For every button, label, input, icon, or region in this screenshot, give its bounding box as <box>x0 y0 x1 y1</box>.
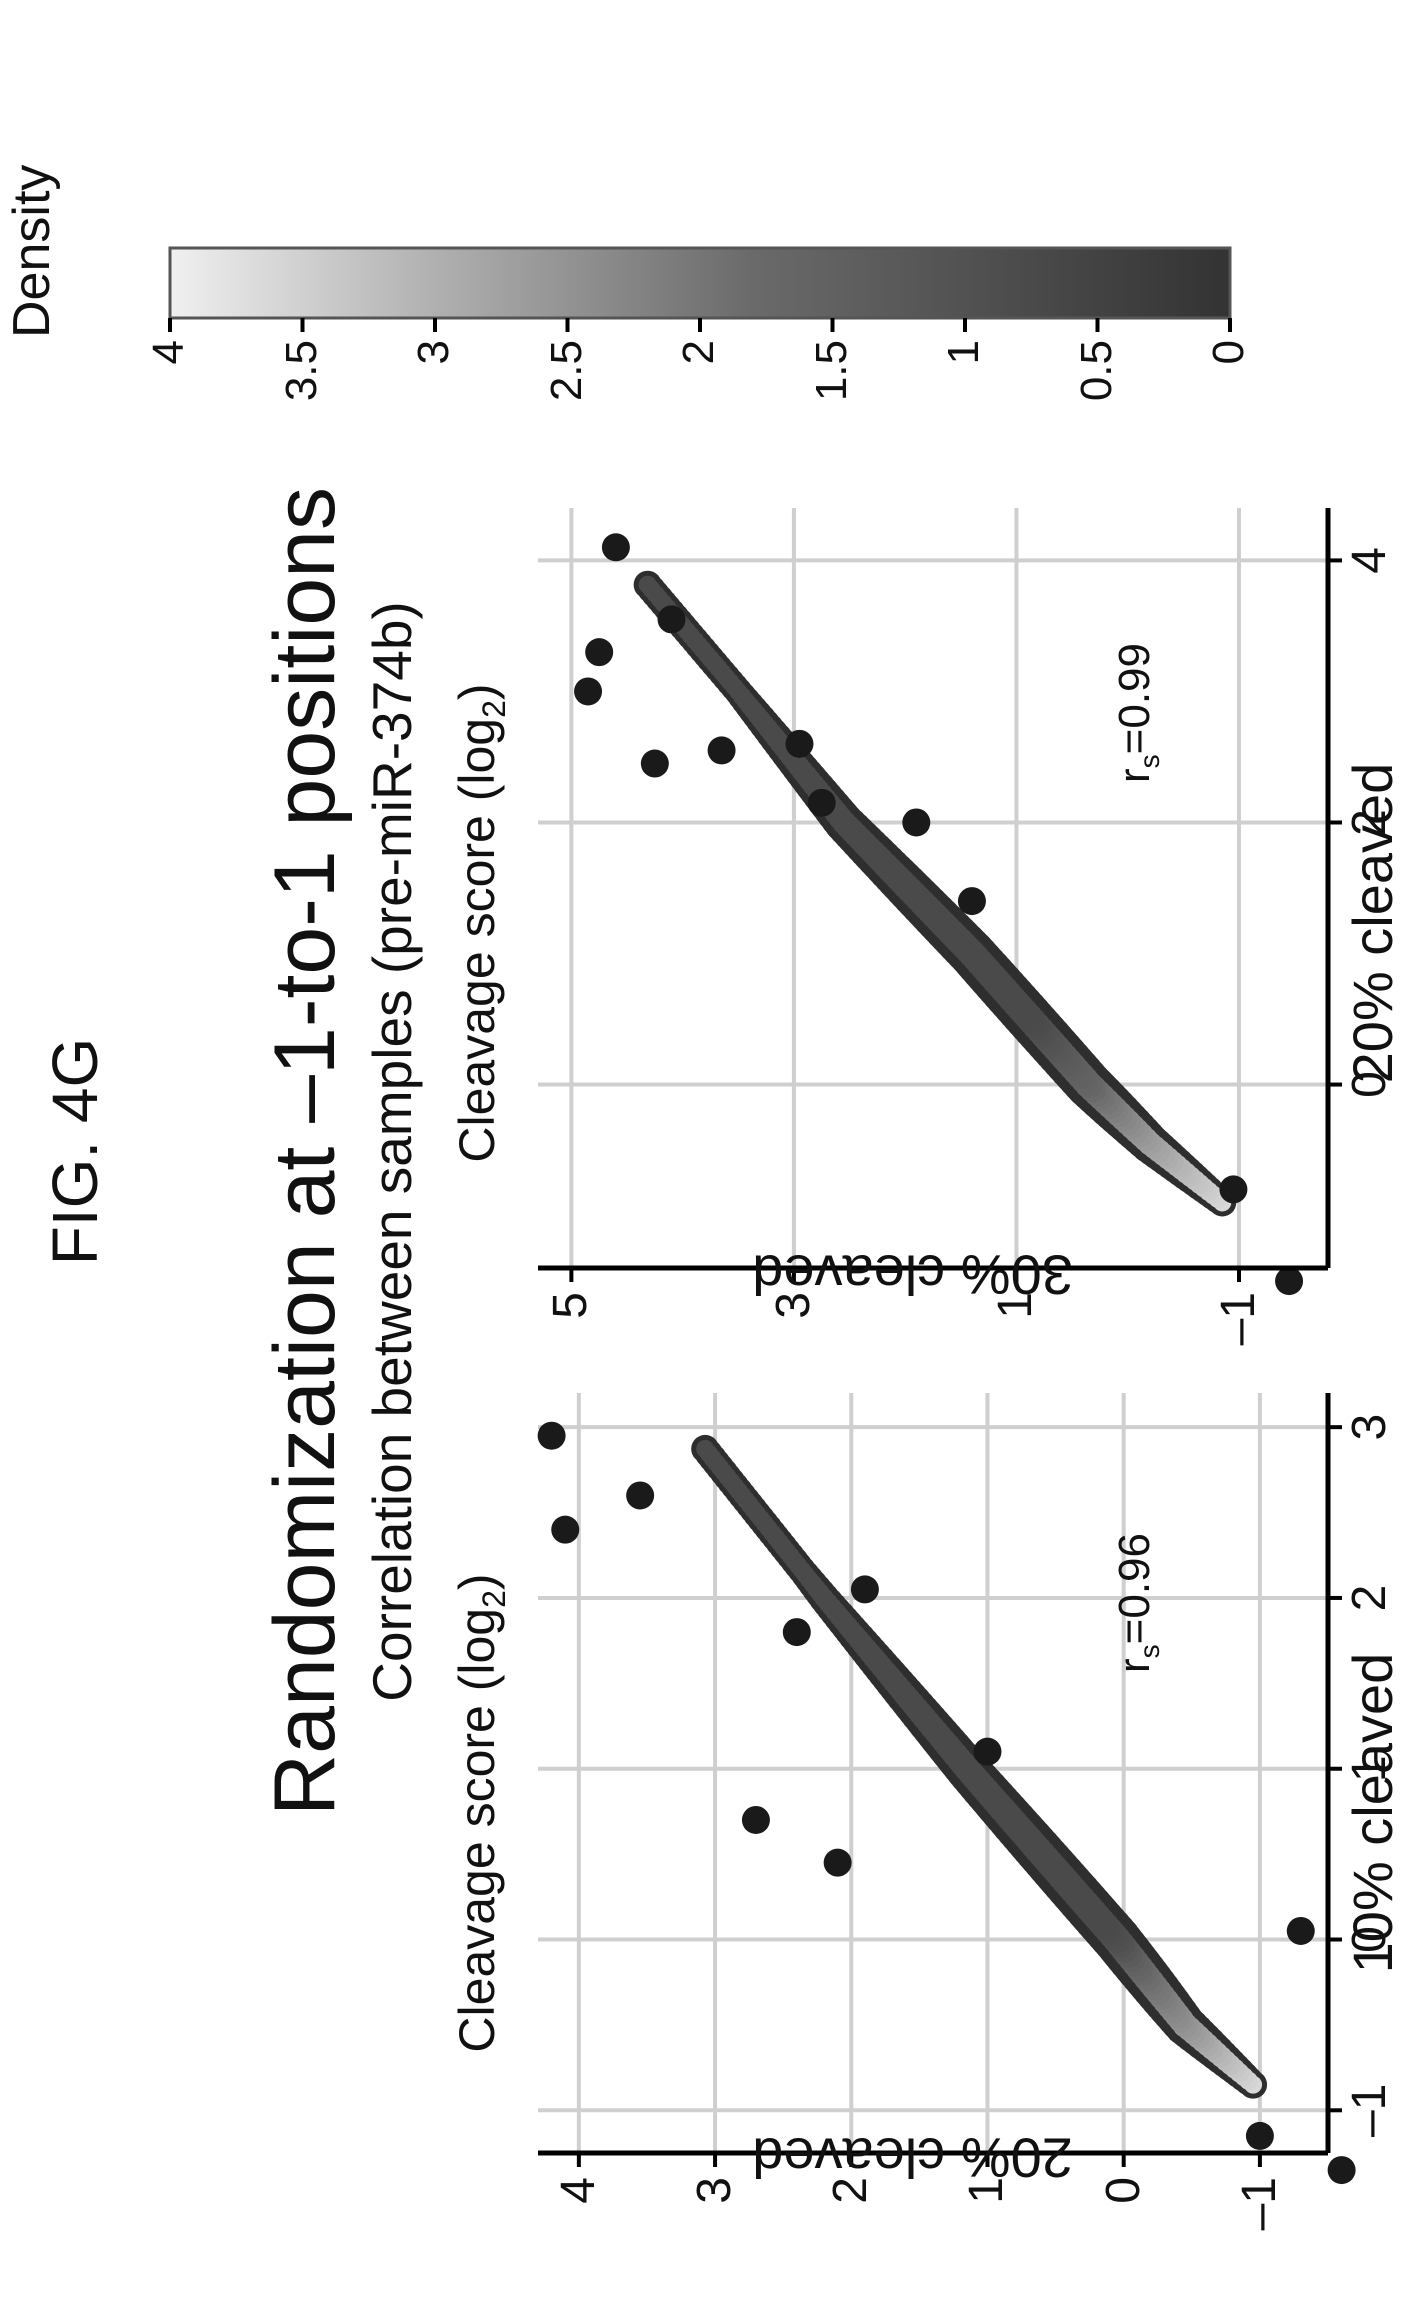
legend-tick-label: 0.5 <box>1072 340 1122 428</box>
y-tick-label: 3 <box>687 2177 742 2237</box>
y-tick-label: 4 <box>551 2177 606 2237</box>
y-tick-label: –1 <box>1232 2177 1287 2237</box>
x-tick-label: 2 <box>1342 1568 1397 1628</box>
legend-tick-label: 3.5 <box>277 340 327 428</box>
legend-tick-label: 4 <box>144 340 194 428</box>
legend-tick-label: 3 <box>409 340 459 428</box>
legend-tick-label: 2 <box>674 340 724 428</box>
plot-2-correlation: rs=0.99 <box>1110 643 1166 783</box>
legend-tick-label: 1.5 <box>807 340 857 428</box>
x-tick-label: 1 <box>1342 1739 1397 1799</box>
x-tick-label: 0 <box>1342 1910 1397 1970</box>
y-tick-label: –1 <box>1211 1292 1266 1352</box>
y-tick-label: 3 <box>766 1292 821 1352</box>
plot-1-correlation: rs=0.96 <box>1110 1533 1166 1673</box>
x-tick-label: 4 <box>1342 530 1397 590</box>
legend-tick-label: 1 <box>939 340 989 428</box>
legend-tick-label: 0 <box>1204 340 1254 428</box>
plot-1-ylabel: 20% cleaved <box>733 2126 1093 2191</box>
x-tick-label: 3 <box>1342 1397 1397 1457</box>
y-tick-label: 5 <box>543 1292 598 1352</box>
x-tick-label: 2 <box>1342 792 1397 852</box>
legend-tick-label: 2.5 <box>542 340 592 428</box>
x-tick-label: –1 <box>1342 2080 1397 2140</box>
y-tick-label: 1 <box>959 2177 1014 2237</box>
plot-1-xlabel: 10% cleaved <box>1340 1563 1405 2063</box>
y-tick-label: 0 <box>1096 2177 1151 2237</box>
x-tick-label: 0 <box>1342 1055 1397 1115</box>
legend-color-bar <box>170 248 1230 318</box>
y-tick-label: 1 <box>988 1292 1043 1352</box>
y-tick-label: 2 <box>823 2177 878 2237</box>
